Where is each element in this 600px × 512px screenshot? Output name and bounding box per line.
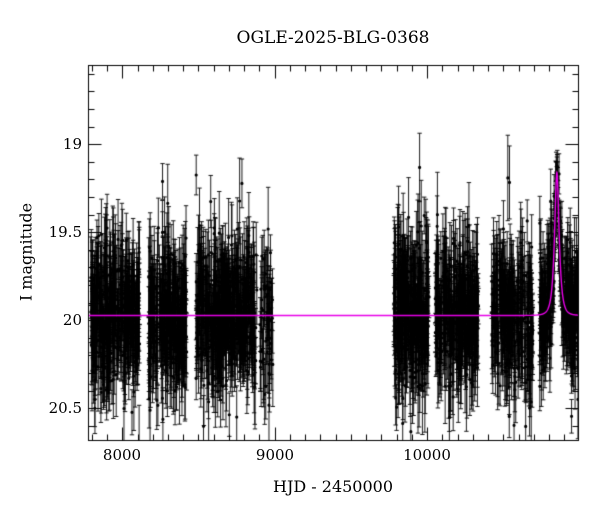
- y-tick-label-20_5: 20.5: [48, 399, 82, 417]
- x-tick-label-10000: 10000: [403, 446, 451, 464]
- x-axis-label: HJD - 2450000: [272, 477, 394, 496]
- chart-title: OGLE-2025-BLG-0368: [236, 28, 430, 48]
- x-tick-label-9000: 9000: [255, 446, 295, 464]
- y-tick-label-20: 20: [62, 311, 82, 329]
- x-tick-label-8000: 8000: [102, 446, 142, 464]
- y-axis-label: I magnitude: [16, 202, 36, 302]
- y-tick-label-19_5: 19.5: [48, 223, 82, 241]
- y-tick-label-19: 19: [62, 135, 82, 153]
